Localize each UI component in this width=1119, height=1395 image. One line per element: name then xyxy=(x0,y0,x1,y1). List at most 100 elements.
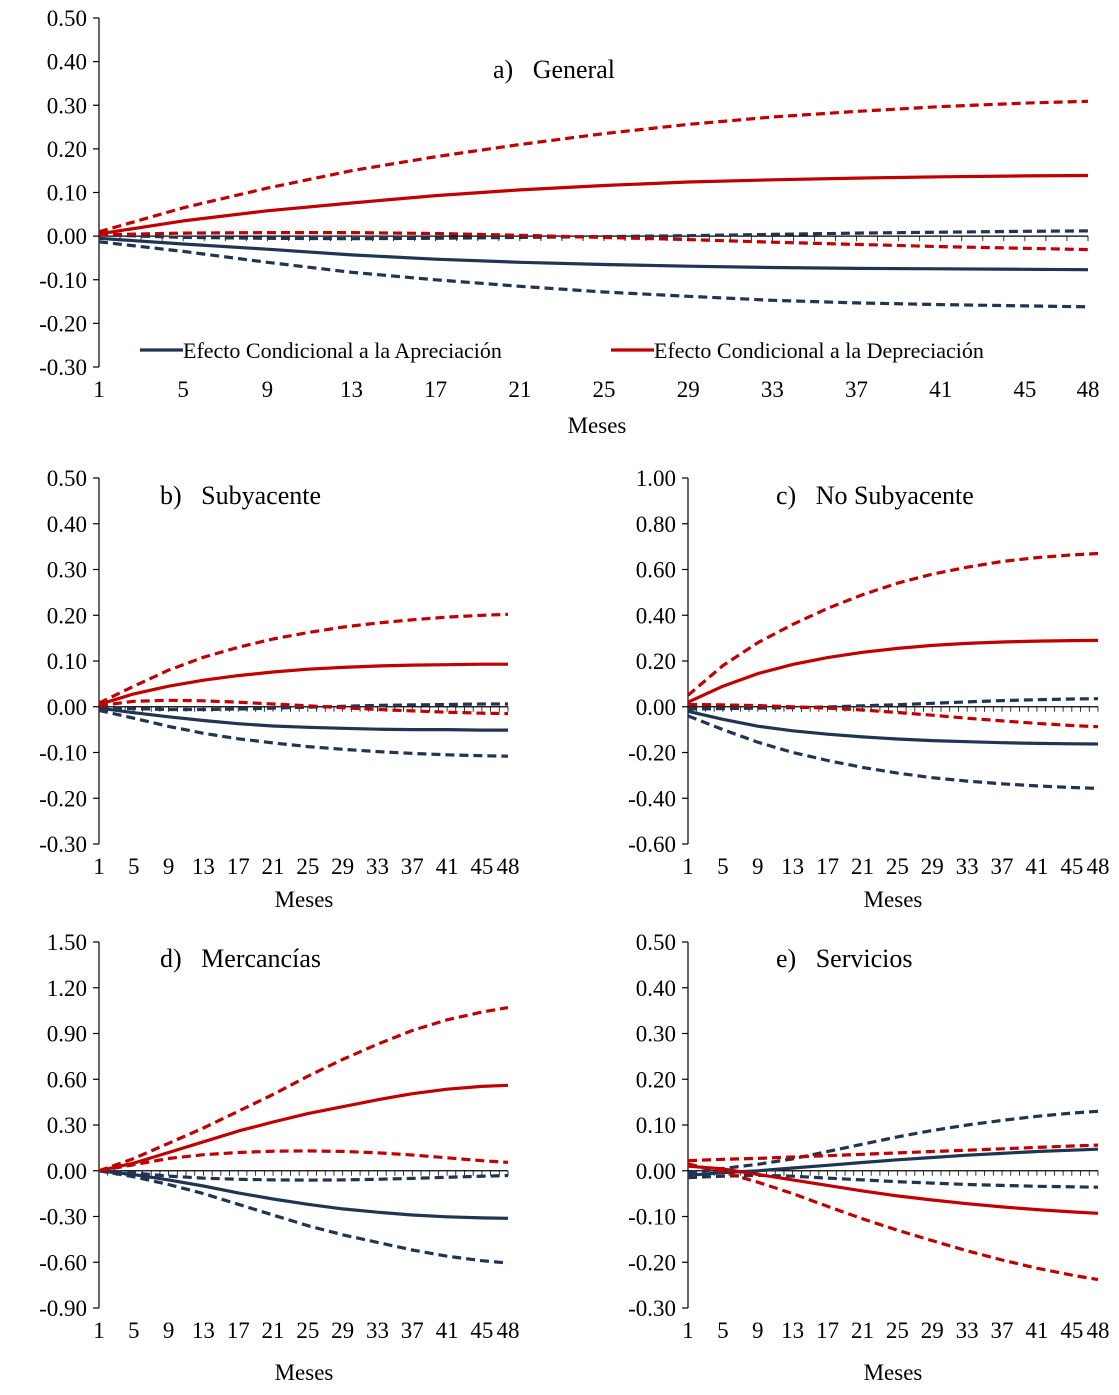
y-tick-label: -0.10 xyxy=(39,741,87,766)
x-tick-label: 37 xyxy=(401,1318,424,1343)
y-tick-label: 1.20 xyxy=(47,976,87,1001)
y-tick-label: 0.20 xyxy=(636,649,676,674)
x-tick-label: 5 xyxy=(177,377,189,402)
x-tick-label: 9 xyxy=(163,1318,175,1343)
x-tick-label: 13 xyxy=(781,854,804,879)
y-tick-label: 0.40 xyxy=(47,50,87,75)
x-tick-label: 45 xyxy=(470,1318,493,1343)
chart-panel-2: -0.30 -0.20 -0.10 0.00 0.10 0.20 0.30 0.40 0.50 1… xyxy=(39,466,519,912)
y-tick-label: 0.60 xyxy=(47,1067,87,1092)
x-tick-label: 5 xyxy=(128,1318,140,1343)
x-tick-label: 17 xyxy=(227,854,250,879)
x-tick-label: 5 xyxy=(717,1318,729,1343)
y-tick-label: 0.80 xyxy=(636,512,676,537)
y-tick-label: -0.90 xyxy=(39,1296,87,1321)
x-tick-label: 13 xyxy=(781,1318,804,1343)
confidence-band-line xyxy=(98,708,509,758)
confidence-band-line xyxy=(687,1162,1099,1282)
legend-background xyxy=(134,335,599,365)
x-axis-label: Meses xyxy=(275,1360,334,1385)
confidence-band-line xyxy=(98,1169,509,1265)
x-tick-label: 13 xyxy=(340,377,363,402)
y-tick-label: -0.40 xyxy=(628,786,676,811)
x-tick-label: 1 xyxy=(93,377,105,402)
y-tick-label: 0.00 xyxy=(47,695,87,720)
x-tick-label: 37 xyxy=(991,854,1014,879)
x-axis-label: Meses xyxy=(864,887,923,912)
y-tick-label: 0.60 xyxy=(636,558,676,583)
x-tick-label: 48 xyxy=(497,1318,520,1343)
x-tick-label: 48 xyxy=(1087,854,1110,879)
x-tick-label: 29 xyxy=(331,1318,354,1343)
y-tick-label: 0.00 xyxy=(636,1159,676,1184)
y-tick-label: 0.10 xyxy=(47,649,87,674)
x-tick-label: 9 xyxy=(752,1318,764,1343)
chart-panel-4: -0.90 -0.60 -0.30 0.00 0.30 0.60 0.90 1.20 1.50 1… xyxy=(39,930,519,1385)
x-tick-label: 1 xyxy=(682,1318,694,1343)
x-tick-label: 21 xyxy=(262,854,285,879)
x-tick-label: 13 xyxy=(192,1318,215,1343)
x-tick-label: 17 xyxy=(816,1318,839,1343)
y-tick-label: 1.00 xyxy=(636,466,676,491)
y-tick-label: 0.00 xyxy=(47,1159,87,1184)
x-tick-label: 5 xyxy=(128,854,140,879)
legend: Efecto Condicional a la Apreciación Efect… xyxy=(134,335,1070,365)
x-tick-label: 13 xyxy=(192,854,215,879)
y-tick-label: -0.20 xyxy=(628,741,676,766)
series-line xyxy=(687,1164,1099,1215)
confidence-band-line xyxy=(98,1149,509,1173)
x-tick-label: 25 xyxy=(593,377,616,402)
x-tick-label: 25 xyxy=(886,1318,909,1343)
x-tick-label: 1 xyxy=(93,1318,105,1343)
x-tick-label: 21 xyxy=(851,1318,874,1343)
x-tick-label: 33 xyxy=(366,854,389,879)
x-tick-label: 29 xyxy=(921,854,944,879)
x-axis-label: Meses xyxy=(864,1360,923,1385)
y-tick-label: 0.20 xyxy=(47,137,87,162)
x-tick-label: 48 xyxy=(497,854,520,879)
x-tick-label: 37 xyxy=(845,377,868,402)
x-tick-label: 29 xyxy=(331,854,354,879)
panel-title: c) No Subyacente xyxy=(776,481,974,510)
x-tick-label: 21 xyxy=(508,377,531,402)
x-tick-label: 25 xyxy=(296,1318,319,1343)
y-tick-label: -0.60 xyxy=(628,832,676,857)
legend-label: Efecto Condicional a la Apreciación xyxy=(183,338,502,363)
y-tick-label: -0.10 xyxy=(628,1205,676,1230)
confidence-band-line xyxy=(98,1006,509,1173)
x-tick-label: 41 xyxy=(436,854,459,879)
x-tick-label: 45 xyxy=(470,854,493,879)
y-tick-label: 0.50 xyxy=(47,6,87,31)
x-tick-label: 37 xyxy=(401,854,424,879)
x-tick-label: 9 xyxy=(262,377,274,402)
x-tick-label: 29 xyxy=(677,377,700,402)
y-tick-label: 0.20 xyxy=(636,1067,676,1092)
x-tick-label: 41 xyxy=(436,1318,459,1343)
series-line xyxy=(98,662,508,707)
series-line xyxy=(98,1083,509,1173)
chart-panel-3: -0.60 -0.40 -0.20 0.00 0.20 0.40 0.60 0.80 1.00 1… xyxy=(628,466,1109,912)
y-tick-label: 0.30 xyxy=(47,558,87,583)
x-tick-label: 41 xyxy=(1025,854,1048,879)
y-tick-label: 0.50 xyxy=(636,930,676,955)
confidence-band-line xyxy=(686,551,1099,697)
legend-label: Efecto Condicional a la Depreciación xyxy=(654,338,984,363)
y-tick-label: -0.30 xyxy=(39,1205,87,1230)
legend-background xyxy=(605,335,1070,365)
x-tick-label: 25 xyxy=(886,854,909,879)
y-tick-label: 0.00 xyxy=(47,224,87,249)
confidence-band-line xyxy=(98,612,509,705)
panel-title: e) Servicios xyxy=(776,944,912,973)
y-tick-label: 1.50 xyxy=(47,930,87,955)
panel-title: d) Mercancías xyxy=(160,944,321,973)
x-tick-label: 41 xyxy=(929,377,952,402)
x-tick-label: 48 xyxy=(1077,377,1100,402)
series-line xyxy=(98,706,508,732)
y-tick-label: 0.40 xyxy=(636,603,676,628)
y-tick-label: -0.30 xyxy=(39,832,87,857)
x-tick-label: 1 xyxy=(93,854,105,879)
y-tick-label: 0.10 xyxy=(47,181,87,206)
series-line xyxy=(687,638,1099,704)
confidence-band-line xyxy=(687,714,1099,790)
